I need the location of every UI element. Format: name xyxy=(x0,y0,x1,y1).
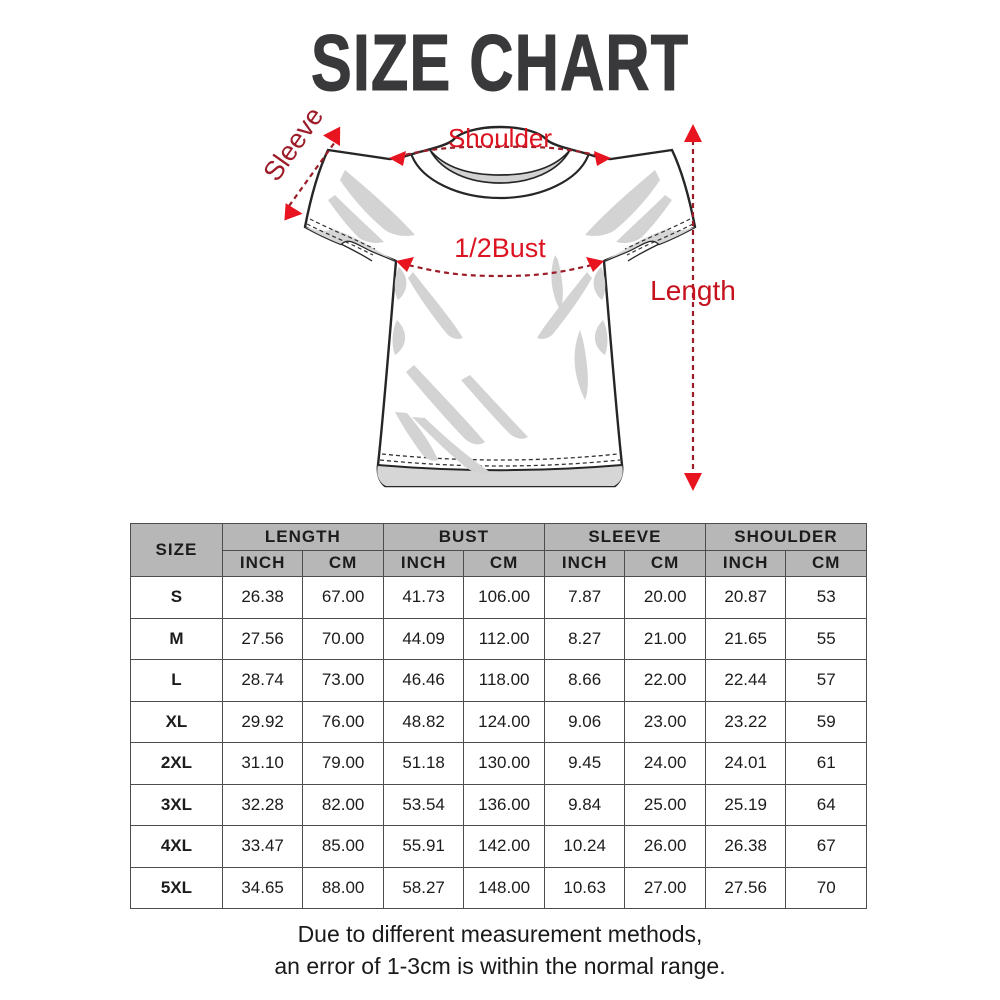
svg-text:Shoulder: Shoulder xyxy=(448,123,552,153)
svg-text:1/2Bust: 1/2Bust xyxy=(454,233,546,263)
svg-text:Length: Length xyxy=(650,275,736,306)
